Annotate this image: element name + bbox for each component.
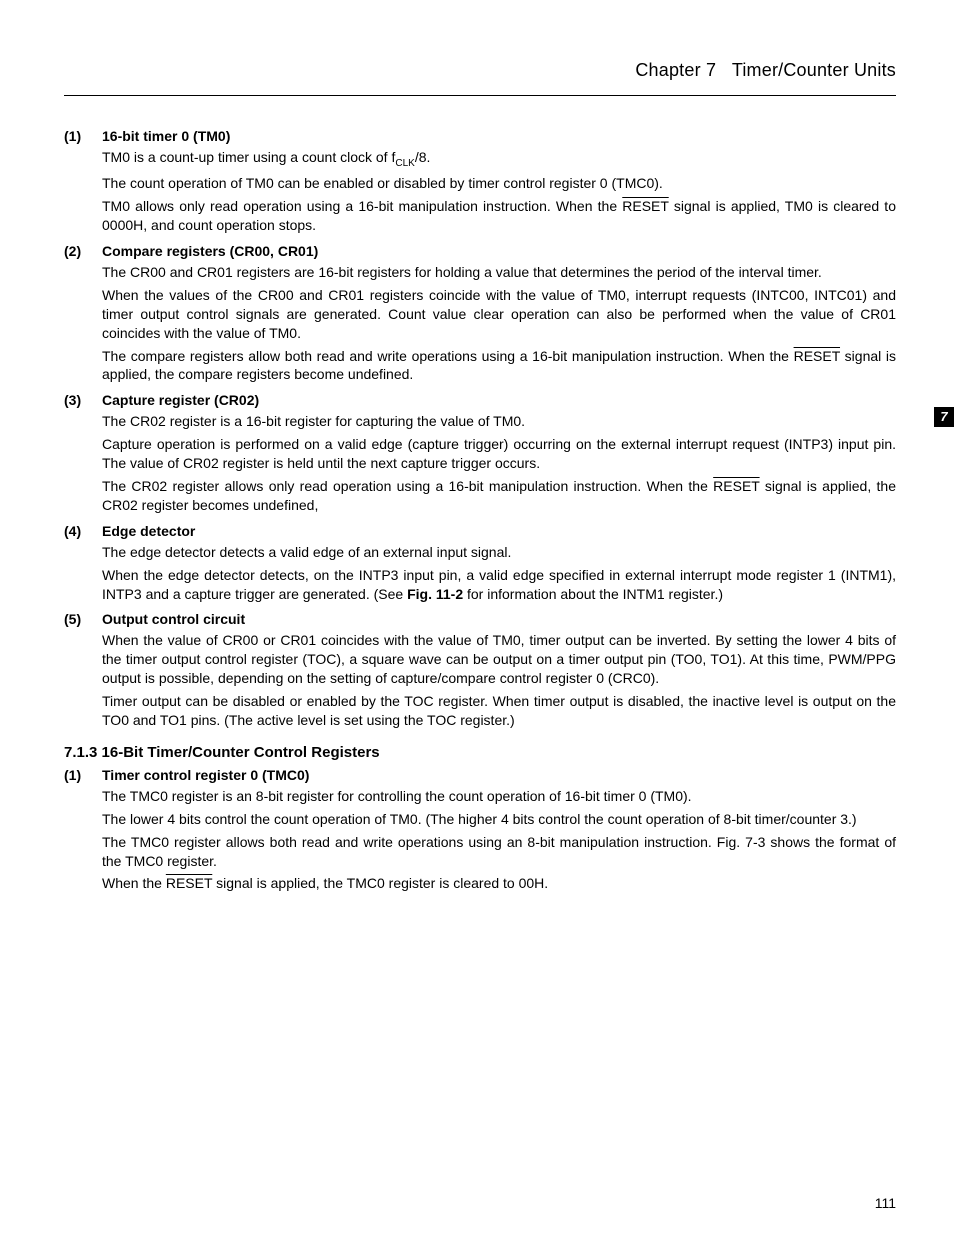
body-paragraph: The count operation of TM0 can be enable… — [102, 174, 896, 193]
body-paragraph: The CR02 register is a 16-bit register f… — [102, 412, 896, 431]
section-number: (4) — [64, 523, 102, 539]
section-block: (4)Edge detector The edge detector detect… — [64, 523, 896, 604]
section-number: (3) — [64, 392, 102, 408]
chapter-label: Chapter 7 — [635, 60, 716, 80]
chapter-title: Timer/Counter Units — [732, 60, 896, 80]
section-heading-row: (2)Compare registers (CR00, CR01) — [64, 243, 896, 259]
section-heading-row: (3)Capture register (CR02) — [64, 392, 896, 408]
body-paragraph: TM0 allows only read operation using a 1… — [102, 197, 896, 235]
body-paragraph: The CR00 and CR01 registers are 16-bit r… — [102, 263, 896, 282]
section-title: Timer control register 0 (TMC0) — [102, 767, 309, 783]
section-block: (3)Capture register (CR02) The CR02 regis… — [64, 392, 896, 514]
body-paragraph: Timer output can be disabled or enabled … — [102, 692, 896, 730]
section-number: (2) — [64, 243, 102, 259]
body-paragraph: When the values of the CR00 and CR01 reg… — [102, 286, 896, 343]
body-paragraph: When the RESET signal is applied, the TM… — [102, 874, 896, 893]
body-paragraph: When the edge detector detects, on the I… — [102, 566, 896, 604]
page-header: Chapter 7 Timer/Counter Units — [64, 60, 896, 96]
section-heading-row: (5)Output control circuit — [64, 611, 896, 627]
subsection-heading: 7.1.3 16-Bit Timer/Counter Control Regis… — [64, 744, 896, 761]
chapter-tab: 7 — [934, 407, 954, 427]
sections-container: (1)16-bit timer 0 (TM0) TM0 is a count-up… — [64, 128, 896, 730]
body-paragraph: The edge detector detects a valid edge o… — [102, 543, 896, 562]
body-paragraph: TM0 is a count-up timer using a count cl… — [102, 148, 896, 170]
section-title: Output control circuit — [102, 611, 245, 627]
section-block: (5)Output control circuit When the value … — [64, 611, 896, 729]
section-title: 16-bit timer 0 (TM0) — [102, 128, 230, 144]
section-title: Compare registers (CR00, CR01) — [102, 243, 318, 259]
body-paragraph: Capture operation is performed on a vali… — [102, 435, 896, 473]
body-paragraph: The lower 4 bits control the count opera… — [102, 810, 896, 829]
section-block: (2)Compare registers (CR00, CR01) The CR0… — [64, 243, 896, 384]
section-block: (1)Timer control register 0 (TMC0) The TM… — [64, 767, 896, 893]
page-number: 111 — [875, 1195, 896, 1211]
section-heading-row: (1)Timer control register 0 (TMC0) — [64, 767, 896, 783]
body-paragraph: The TMC0 register allows both read and w… — [102, 833, 896, 871]
section-number: (5) — [64, 611, 102, 627]
section-number: (1) — [64, 128, 102, 144]
section-title: Edge detector — [102, 523, 195, 539]
section-number: (1) — [64, 767, 102, 783]
page: Chapter 7 Timer/Counter Units 7 (1)16-bi… — [0, 0, 954, 1235]
section-title: Capture register (CR02) — [102, 392, 259, 408]
section-heading-row: (4)Edge detector — [64, 523, 896, 539]
section-heading-row: (1)16-bit timer 0 (TM0) — [64, 128, 896, 144]
section-block: (1)16-bit timer 0 (TM0) TM0 is a count-up… — [64, 128, 896, 235]
body-paragraph: The compare registers allow both read an… — [102, 347, 896, 385]
body-paragraph: The CR02 register allows only read opera… — [102, 477, 896, 515]
subsection-container: (1)Timer control register 0 (TMC0) The TM… — [64, 767, 896, 893]
body-paragraph: When the value of CR00 or CR01 coincides… — [102, 631, 896, 688]
body-paragraph: The TMC0 register is an 8-bit register f… — [102, 787, 896, 806]
